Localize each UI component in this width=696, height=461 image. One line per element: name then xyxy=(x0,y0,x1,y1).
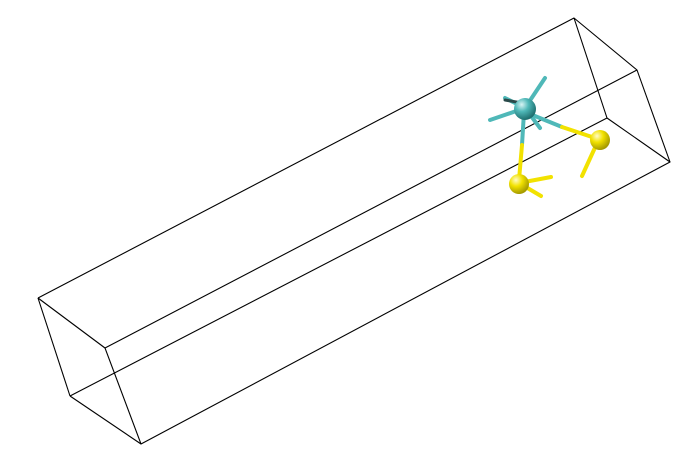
s-stubs xyxy=(517,139,600,198)
bond-si-s-lower[interactable] xyxy=(517,110,526,182)
cell-back-face xyxy=(37,17,638,349)
molecule[interactable] xyxy=(488,76,610,198)
cell-front-face xyxy=(69,117,671,445)
cell-edge-1 xyxy=(37,297,71,397)
cell-edge-3 xyxy=(636,69,671,163)
atom-si[interactable] xyxy=(514,98,536,120)
cell-edge-2 xyxy=(573,17,608,119)
unit-cell xyxy=(37,17,671,445)
atom-s-lower[interactable] xyxy=(509,174,529,194)
atom-s-right[interactable] xyxy=(590,130,610,150)
cell-edge-4 xyxy=(104,347,142,445)
